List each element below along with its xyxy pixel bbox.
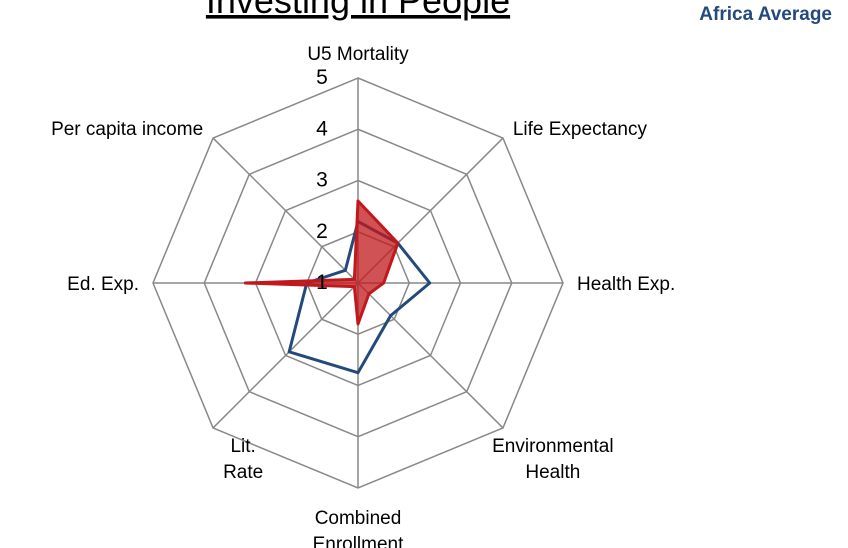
tick-label: 1 [316,271,328,294]
series-line [287,220,432,375]
axis-label: Ed. Exp. [67,274,139,295]
tick-label: 3 [316,169,328,192]
tick-label: 4 [316,117,328,140]
axis-label: U5 Mortality [307,44,409,65]
series-line [243,199,400,326]
axis-label: Health Exp. [577,274,675,295]
axis-label: Combined Enrollment [313,508,405,548]
chart-title: Investing in People [206,0,510,21]
tick-label: 2 [316,220,328,243]
spoke [357,282,504,429]
axis-label: Lit. Rate [223,436,263,483]
axis-label: Environmental Health [492,436,613,483]
legend-label: Africa Average [699,4,832,25]
spoke [212,282,359,429]
axis-label: Life Expectancy [513,119,648,140]
axis-label: Per capita income [51,119,203,140]
tick-label: 5 [316,66,328,89]
spoke [212,137,359,284]
